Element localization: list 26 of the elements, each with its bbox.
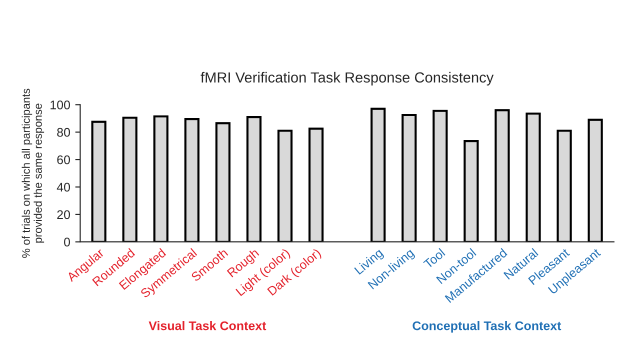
bar [153,115,168,242]
y-tick-label: 60 [57,155,70,164]
bar [184,118,200,242]
bar [246,116,262,242]
chart-title: fMRI Verification Task Response Consistency [200,72,494,86]
bar [215,122,231,242]
y-tick-label: 40 [56,182,70,192]
bar [556,130,572,242]
y-tick-label: 20 [57,210,70,220]
bar [402,114,417,242]
y-tick-label: 0 [64,238,70,247]
bar [526,112,541,242]
bar [122,116,138,242]
bar [588,118,603,242]
y-tick-label: 80 [57,128,70,137]
bar [432,110,448,242]
y-tick-label: 100 [50,100,70,110]
text: Visual Task Context [148,321,266,330]
y-axis-title: % of trials on which all participants provided the same response [22,88,44,258]
text: Conceptual Task Context [412,321,562,333]
bar [308,128,324,242]
bar [494,109,510,242]
bar [464,140,479,242]
bar [370,108,386,242]
bar [91,120,106,242]
bar [277,130,293,242]
